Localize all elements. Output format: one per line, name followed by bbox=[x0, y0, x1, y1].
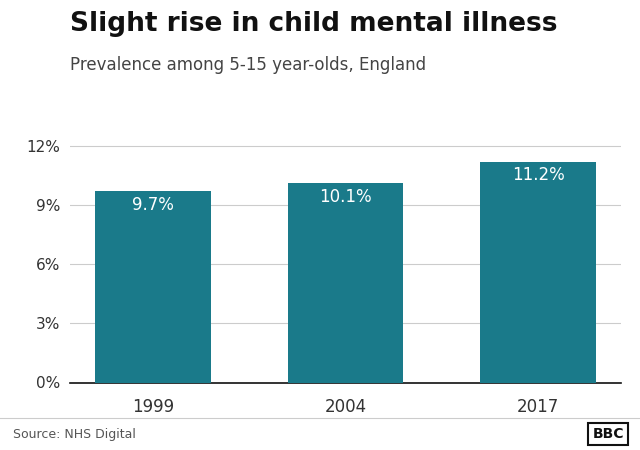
Text: 10.1%: 10.1% bbox=[319, 188, 372, 206]
Text: Source: NHS Digital: Source: NHS Digital bbox=[13, 428, 136, 441]
Text: Prevalence among 5-15 year-olds, England: Prevalence among 5-15 year-olds, England bbox=[70, 56, 426, 74]
Text: 11.2%: 11.2% bbox=[511, 166, 564, 184]
Bar bbox=[480, 162, 596, 382]
Bar bbox=[95, 191, 211, 382]
Text: BBC: BBC bbox=[593, 427, 624, 441]
Bar bbox=[288, 183, 403, 382]
Text: Slight rise in child mental illness: Slight rise in child mental illness bbox=[70, 11, 558, 37]
Text: 9.7%: 9.7% bbox=[132, 196, 174, 214]
